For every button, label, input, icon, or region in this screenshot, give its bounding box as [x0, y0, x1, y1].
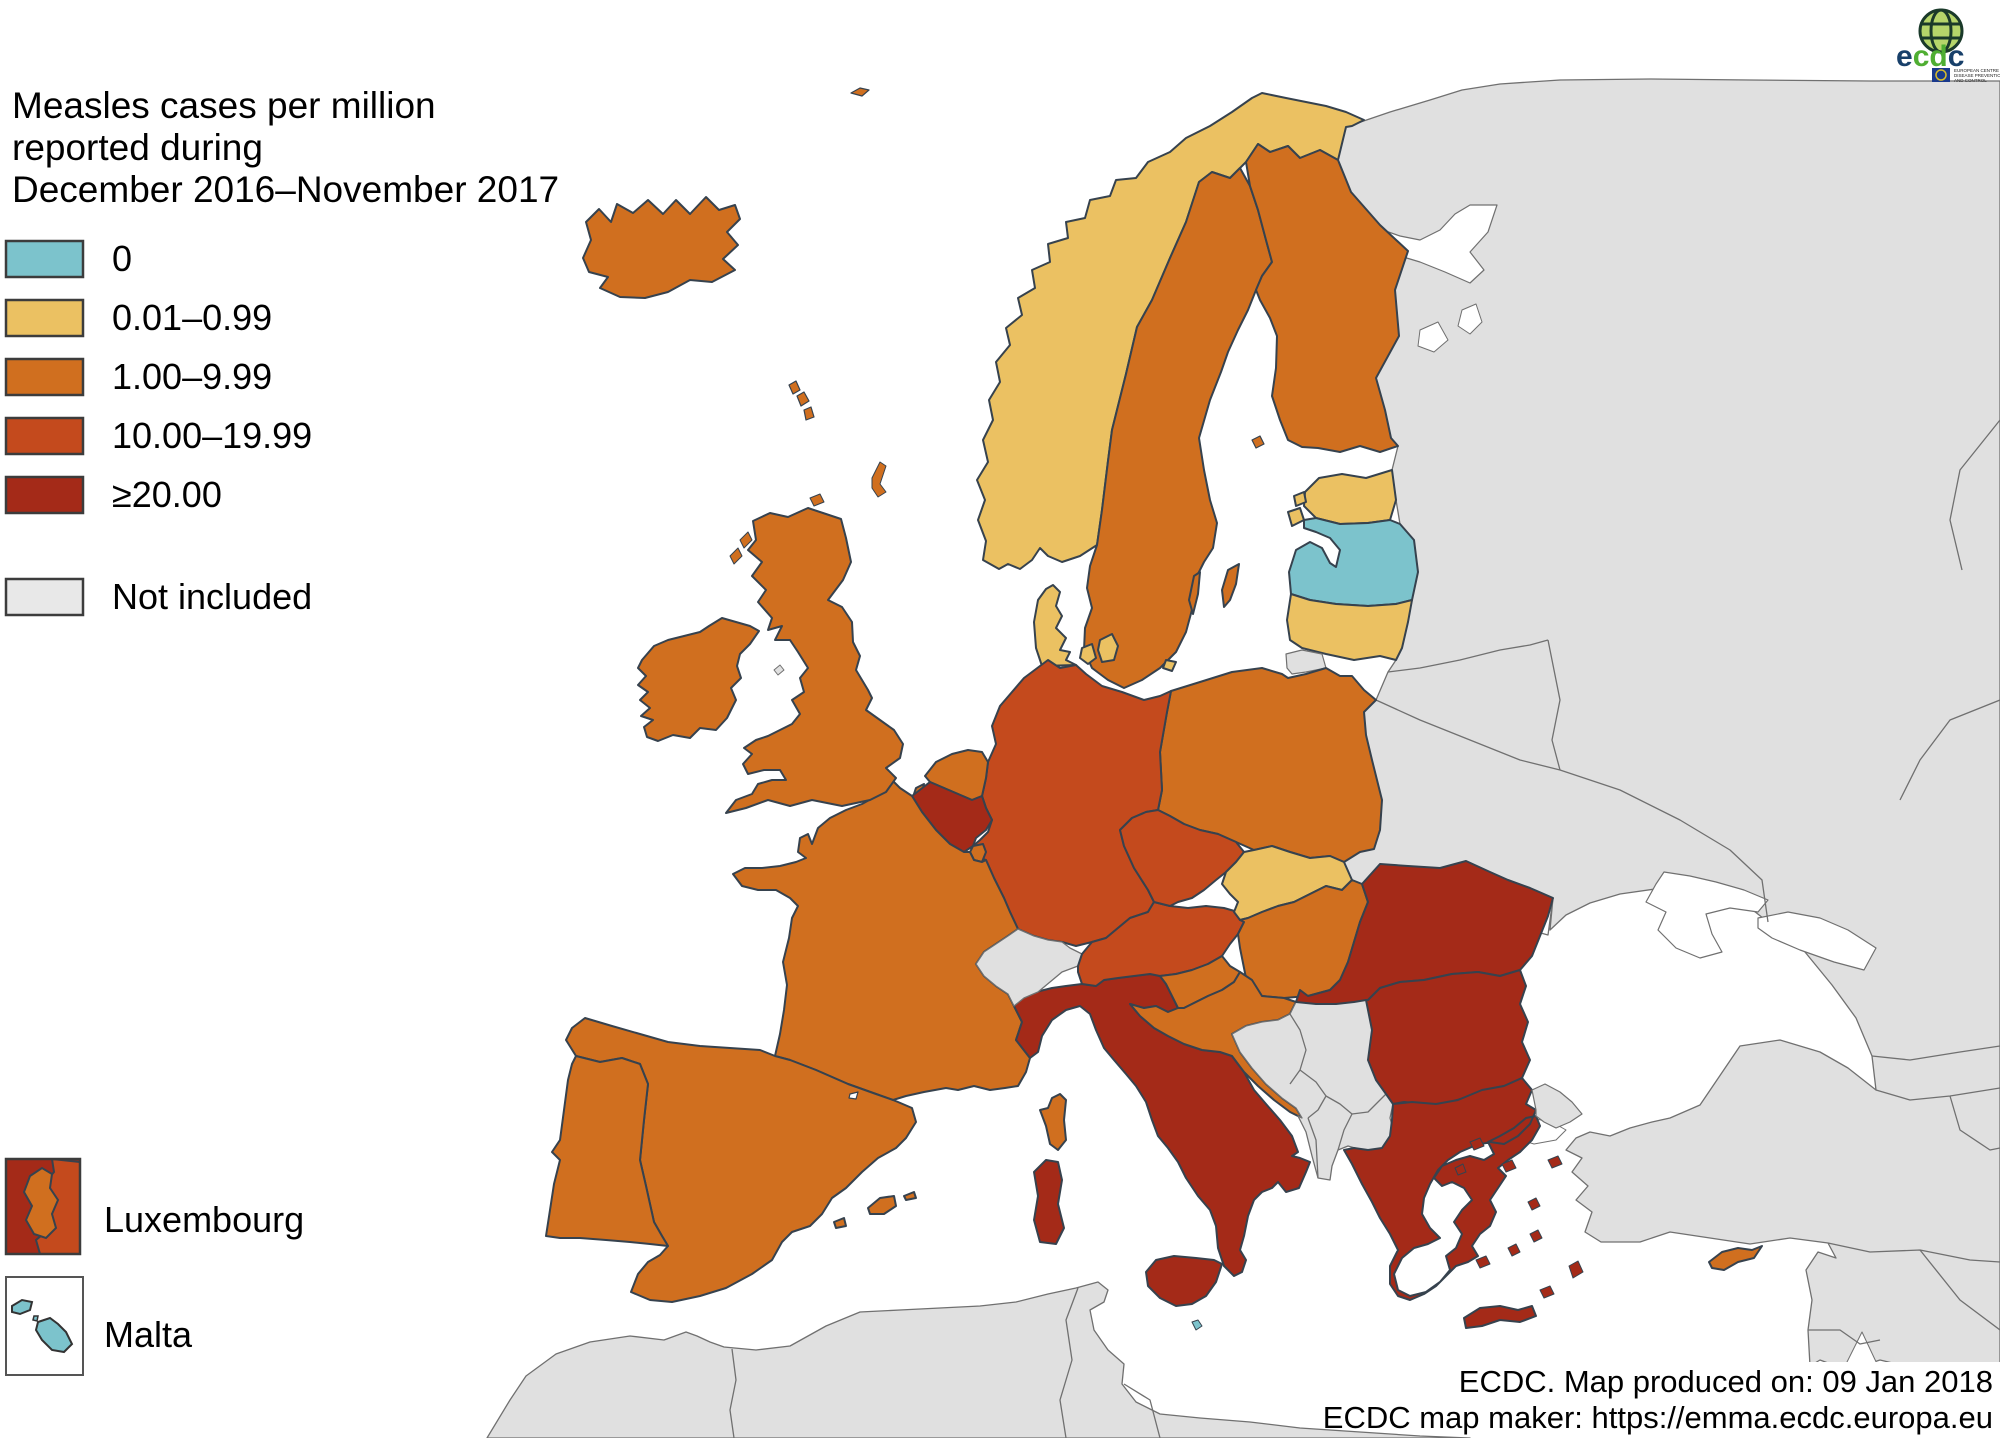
svg-text:10.00–19.99: 10.00–19.99 [112, 415, 312, 456]
svg-text:Not included: Not included [112, 576, 312, 617]
svg-text:Luxembourg: Luxembourg [104, 1199, 304, 1240]
svg-text:0.01–0.99: 0.01–0.99 [112, 297, 272, 338]
svg-text:AND CONTROL: AND CONTROL [1954, 78, 1987, 83]
svg-text:Malta: Malta [104, 1314, 193, 1355]
svg-text:Measles cases per million: Measles cases per million [12, 85, 436, 126]
svg-text:DISEASE PREVENTION: DISEASE PREVENTION [1954, 73, 2000, 78]
svg-text:≥20.00: ≥20.00 [112, 474, 222, 515]
svg-text:0: 0 [112, 238, 132, 279]
svg-text:ECDC map maker: https://emma.e: ECDC map maker: https://emma.ecdc.europa… [1323, 1400, 1993, 1435]
svg-text:EUROPEAN CENTRE FOR: EUROPEAN CENTRE FOR [1954, 68, 2000, 73]
svg-text:ECDC. Map produced on: 09 Jan: ECDC. Map produced on: 09 Jan 2018 [1459, 1364, 1993, 1399]
svg-text:reported during: reported during [12, 127, 263, 168]
svg-text:ecdc: ecdc [1896, 40, 1964, 73]
svg-text:December 2016–November 2017: December 2016–November 2017 [12, 169, 559, 210]
svg-text:1.00–9.99: 1.00–9.99 [112, 356, 272, 397]
